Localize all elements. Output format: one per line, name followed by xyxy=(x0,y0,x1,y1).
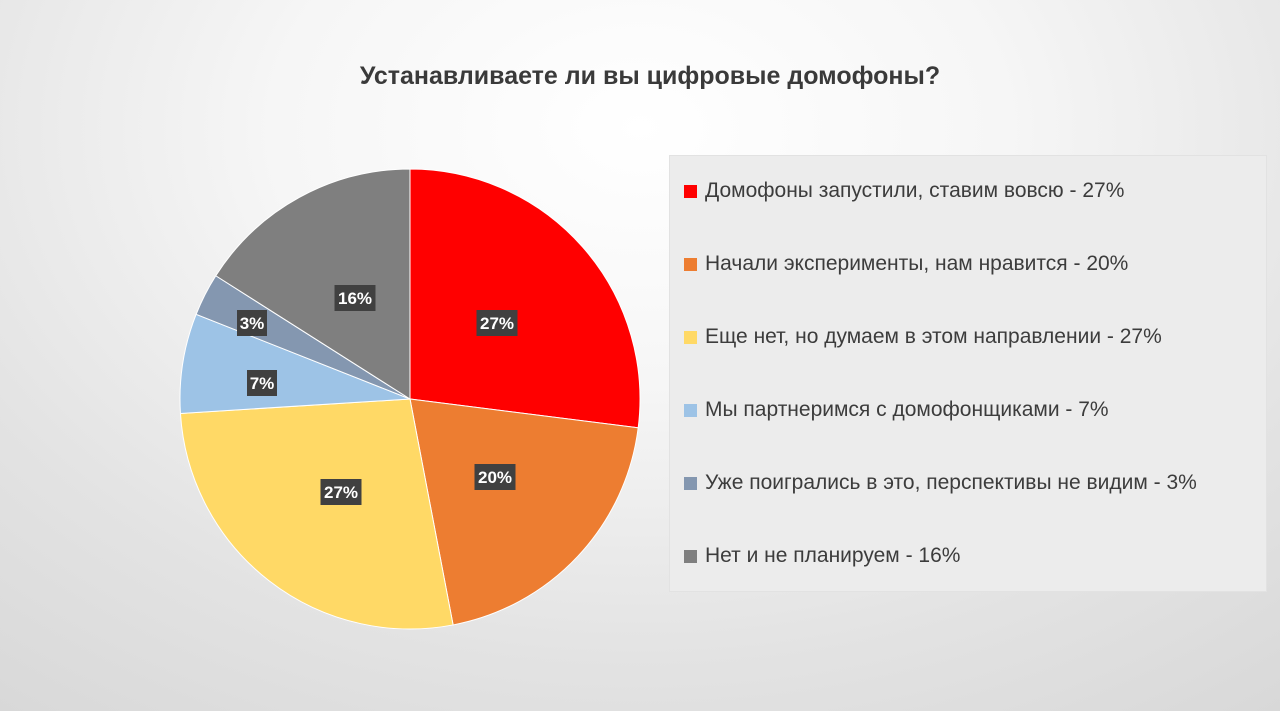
legend-item-2: Начали эксперименты, нам нравится - 20% xyxy=(684,249,1128,279)
legend-swatch xyxy=(684,476,697,490)
legend-label: Уже поигрались в это, перспективы не вид… xyxy=(705,471,1197,494)
pie-slice-6 xyxy=(215,168,411,400)
legend-item-6: Нет и не планируем - 16% xyxy=(684,541,960,571)
data-label-text: 7% xyxy=(250,374,275,393)
data-label-box xyxy=(247,370,277,396)
data-label-text: 3% xyxy=(240,314,265,333)
pie-data-labels: 27% 20% 27% 7% 3% 16% xyxy=(237,285,518,505)
legend-label: Домофоны запустили, ставим вовсю - 27% xyxy=(705,179,1125,202)
data-label-box xyxy=(476,310,518,336)
data-label-box xyxy=(334,285,376,311)
legend-item-3: Еще нет, но думаем в этом направлении - … xyxy=(684,322,1162,352)
data-label-3: 27% xyxy=(320,479,362,505)
pie-slice-2 xyxy=(409,398,639,626)
pie-slice-1 xyxy=(409,168,641,429)
data-label-4: 7% xyxy=(247,370,277,396)
legend-label: Мы партнеримся с домофонщиками - 7% xyxy=(705,398,1109,421)
data-label-box xyxy=(474,464,516,490)
pie-slice-4 xyxy=(179,313,411,414)
legend-swatch xyxy=(684,403,697,417)
legend: Домофоны запустили, ставим вовсю - 27% На… xyxy=(669,155,1267,592)
data-label-box xyxy=(320,479,362,505)
data-label-text: 20% xyxy=(478,468,512,487)
legend-swatch xyxy=(684,549,697,563)
legend-item-4: Мы партнеримся с домофонщиками - 7% xyxy=(684,395,1109,425)
legend-item-5: Уже поигрались в это, перспективы не вид… xyxy=(684,468,1197,498)
data-label-1: 27% xyxy=(476,310,518,336)
data-label-5: 3% xyxy=(237,310,267,336)
chart-title: Устанавливаете ли вы цифровые домофоны? xyxy=(359,62,941,90)
legend-label: Нет и не планируем - 16% xyxy=(705,544,961,567)
data-label-6: 16% xyxy=(334,285,376,311)
data-label-box xyxy=(237,310,267,336)
legend-label: Начали эксперименты, нам нравится - 20% xyxy=(705,252,1129,275)
legend-item-1: Домофоны запустили, ставим вовсю - 27% xyxy=(684,176,1124,206)
legend-swatch xyxy=(684,330,697,344)
legend-swatch xyxy=(684,257,697,271)
legend-label: Еще нет, но думаем в этом направлении - … xyxy=(705,325,1162,348)
data-label-text: 27% xyxy=(324,483,358,502)
data-label-2: 20% xyxy=(474,464,516,490)
data-label-text: 16% xyxy=(338,289,372,308)
pie-slices xyxy=(179,168,641,630)
data-label-text: 27% xyxy=(480,314,514,333)
pie-slice-3 xyxy=(179,398,454,630)
legend-swatch xyxy=(684,184,697,198)
